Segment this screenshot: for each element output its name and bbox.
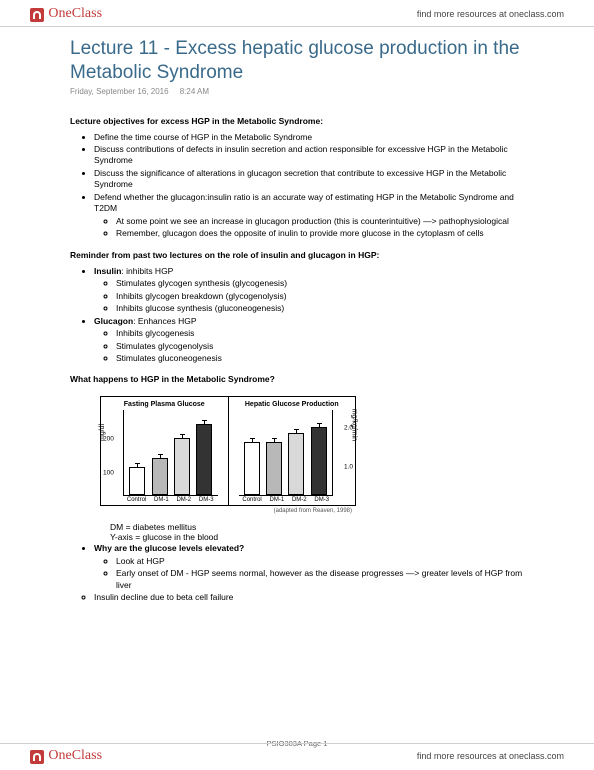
objectives-heading: Lecture objectives for excess HGP in the… — [70, 116, 534, 126]
panel-title: Hepatic Glucose Production — [233, 401, 352, 408]
list-item: Insulin: inhibits HGP Stimulates glycoge… — [94, 266, 534, 315]
brand-logo[interactable]: OneClass — [30, 6, 102, 22]
insulin-text: : inhibits HGP — [121, 266, 173, 276]
reminder-list: Insulin: inhibits HGP Stimulates glycoge… — [70, 266, 534, 365]
reminder-heading: Reminder from past two lectures on the r… — [70, 250, 534, 260]
list-item: Stimulates glycogenolysis — [116, 341, 534, 352]
why-heading: Why are the glucose levels elevated? — [94, 543, 244, 553]
list-item: Early onset of DM - HGP seems normal, ho… — [116, 568, 534, 591]
chart-caption: (adapted from Reaven, 1998) — [100, 508, 356, 514]
error-bar — [182, 434, 183, 439]
hgp-heading: What happens to HGP in the Metabolic Syn… — [70, 374, 534, 384]
error-bar — [137, 463, 138, 468]
chart-bar — [174, 438, 190, 496]
error-bar — [204, 420, 205, 425]
axis-area — [239, 410, 334, 496]
chart-figure: Fasting Plasma Glucose mg/dl 100 200 Con… — [98, 394, 358, 516]
list-item: Inhibits glycogen breakdown (glycogenoly… — [116, 291, 534, 302]
axis-area — [123, 410, 218, 496]
chart-bar — [196, 424, 212, 495]
list-item: Inhibits glucose synthesis (gluconeogene… — [116, 303, 534, 314]
meta-line: Friday, September 16, 2016 8:24 AM — [70, 87, 534, 96]
chart-bar — [152, 458, 168, 495]
brand-logo-footer[interactable]: OneClass — [30, 748, 102, 764]
list-item: Discuss the significance of alterations … — [94, 168, 534, 191]
list-item: At some point we see an increase in gluc… — [116, 216, 534, 227]
ytick: 200 — [103, 435, 114, 442]
logo-icon — [30, 750, 44, 764]
list-item: Stimulates gluconeogenesis — [116, 353, 534, 364]
list-item: Defend whether the glucagon:insulin rati… — [94, 192, 534, 240]
error-bar — [274, 438, 275, 443]
chart-bar — [266, 442, 282, 496]
chart-bar — [244, 442, 260, 496]
list-item: Remember, glucagon does the opposite of … — [116, 228, 534, 239]
error-bar — [160, 454, 161, 459]
xlabel: DM-1 — [270, 497, 285, 503]
glucagon-label: Glucagon — [94, 316, 133, 326]
chart-bar — [288, 433, 304, 495]
xlabel: DM-3 — [199, 497, 214, 503]
note-line: DM = diabetes mellitus — [110, 522, 534, 532]
error-bar — [319, 423, 320, 428]
xlabel: DM-1 — [154, 497, 169, 503]
glucagon-text: : Enhances HGP — [133, 316, 196, 326]
panel-title: Fasting Plasma Glucose — [105, 401, 224, 408]
footer-bar: OneClass find more resources at oneclass… — [0, 743, 594, 770]
objectives-list: Define the time course of HGP in the Met… — [70, 132, 534, 240]
insulin-label: Insulin — [94, 266, 121, 276]
xlabels: Control DM-1 DM-2 DM-3 — [239, 497, 334, 503]
ytick: 2.0 — [344, 424, 353, 431]
bars-group — [124, 410, 218, 495]
ytick: 1.0 — [344, 463, 353, 470]
chart-bar — [129, 467, 145, 496]
xlabel: Control — [242, 497, 261, 503]
notes-block: DM = diabetes mellitus Y-axis = glucose … — [70, 522, 534, 542]
meta-time: 8:24 AM — [180, 87, 209, 96]
item-text: Defend whether the glucagon:insulin rati… — [94, 192, 514, 213]
brand-text: OneClass — [48, 748, 102, 763]
xlabel: DM-3 — [314, 497, 329, 503]
list-item: Glucagon: Enhances HGP Inhibits glycogen… — [94, 316, 534, 365]
xlabels: Control DM-1 DM-2 DM-3 — [123, 497, 218, 503]
logo-icon — [30, 8, 44, 22]
chart-panel-right: Hepatic Glucose Production mg/kg/min 1.0… — [229, 397, 356, 505]
why-list: Why are the glucose levels elevated? Loo… — [70, 543, 534, 603]
list-item: Stimulates glycogen synthesis (glycogene… — [116, 278, 534, 289]
chart-panel-left: Fasting Plasma Glucose mg/dl 100 200 Con… — [101, 397, 229, 505]
brand-text: OneClass — [48, 6, 102, 21]
list-item: Why are the glucose levels elevated? Loo… — [94, 543, 534, 591]
list-item: Inhibits glycogenesis — [116, 328, 534, 339]
list-item: Define the time course of HGP in the Met… — [94, 132, 534, 143]
header-link[interactable]: find more resources at oneclass.com — [417, 9, 564, 19]
list-item: Look at HGP — [116, 556, 534, 567]
header-bar: OneClass find more resources at oneclass… — [0, 0, 594, 27]
footer-link[interactable]: find more resources at oneclass.com — [417, 751, 564, 761]
xlabel: DM-2 — [176, 497, 191, 503]
xlabel: DM-2 — [292, 497, 307, 503]
page-content: Lecture 11 - Excess hepatic glucose prod… — [0, 27, 594, 604]
chart-panels: Fasting Plasma Glucose mg/dl 100 200 Con… — [100, 396, 356, 506]
list-item: Discuss contributions of defects in insu… — [94, 144, 534, 167]
ytick: 100 — [103, 470, 114, 477]
list-item: Insulin decline due to beta cell failure — [94, 592, 534, 603]
chart-bar — [311, 427, 327, 495]
meta-date: Friday, September 16, 2016 — [70, 87, 169, 96]
error-bar — [252, 438, 253, 443]
page-title: Lecture 11 - Excess hepatic glucose prod… — [70, 37, 534, 85]
note-line: Y-axis = glucose in the blood — [110, 532, 534, 542]
xlabel: Control — [127, 497, 146, 503]
bars-group — [239, 410, 333, 495]
error-bar — [296, 429, 297, 434]
